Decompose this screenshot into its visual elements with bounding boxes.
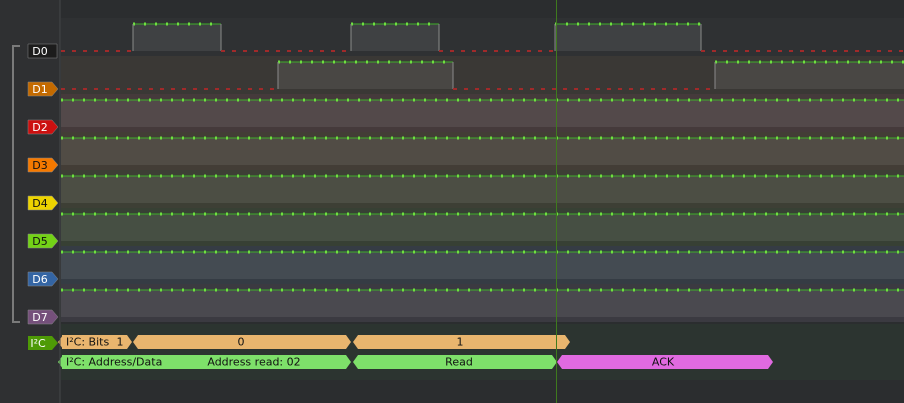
channel-label[interactable]: D0: [32, 45, 47, 58]
channel-tag[interactable]: [27, 81, 59, 97]
high-fill: [61, 100, 904, 127]
channel-label[interactable]: D5: [32, 235, 47, 248]
annotation: [133, 335, 351, 349]
channel-label[interactable]: D7: [32, 311, 47, 324]
decoder-label[interactable]: I²C: [30, 337, 46, 350]
channel-tag[interactable]: [27, 119, 59, 135]
high-fill: [351, 24, 439, 51]
channel-tag[interactable]: [27, 157, 59, 173]
channel-label[interactable]: D4: [32, 197, 47, 210]
annotation: [353, 355, 557, 369]
high-fill: [61, 214, 904, 241]
channel-tag[interactable]: [27, 309, 59, 325]
group-bracket: [12, 45, 20, 323]
high-fill: [61, 138, 904, 165]
high-fill: [278, 62, 453, 89]
channel-label[interactable]: D1: [32, 83, 47, 96]
high-fill: [61, 252, 904, 279]
channel-tag[interactable]: [27, 271, 59, 287]
annotation-text: Read: [445, 356, 473, 369]
annotation-text: 0: [238, 336, 245, 349]
annotation: [557, 355, 773, 369]
row-label-bg: [62, 355, 158, 369]
annotation-text: 1: [457, 336, 464, 349]
annotation-text: Address read: 02: [207, 356, 300, 369]
channel-tag[interactable]: [27, 43, 58, 59]
channel-label[interactable]: D6: [32, 273, 47, 286]
annotation-text: 1: [117, 336, 124, 349]
channel-tag[interactable]: [27, 233, 59, 249]
channel-label[interactable]: D2: [32, 121, 47, 134]
annotation-text: ACK: [652, 356, 675, 369]
row-label: I²C: Address/Data: [66, 356, 162, 369]
channel-label[interactable]: D3: [32, 159, 47, 172]
decoder-tag[interactable]: [28, 336, 58, 350]
high-fill: [715, 62, 904, 89]
decoder-row: [61, 324, 904, 380]
high-fill: [133, 24, 221, 51]
channel-tag[interactable]: [27, 195, 59, 211]
row-label-bg: [62, 335, 112, 349]
high-fill: [61, 176, 904, 203]
high-fill: [61, 290, 904, 317]
row-label: I²C: Bits: [66, 336, 109, 349]
annotation: [353, 335, 570, 349]
high-fill: [555, 24, 701, 51]
trace-area: [58, 18, 904, 380]
